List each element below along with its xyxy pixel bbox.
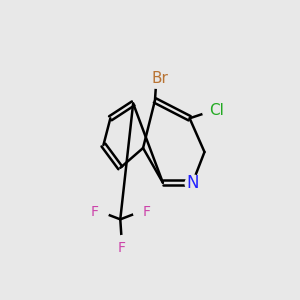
Text: N: N (186, 174, 199, 192)
Text: Br: Br (152, 71, 169, 86)
Text: F: F (118, 241, 126, 255)
Text: Cl: Cl (209, 103, 224, 118)
Text: F: F (90, 205, 98, 219)
Text: F: F (142, 205, 150, 219)
